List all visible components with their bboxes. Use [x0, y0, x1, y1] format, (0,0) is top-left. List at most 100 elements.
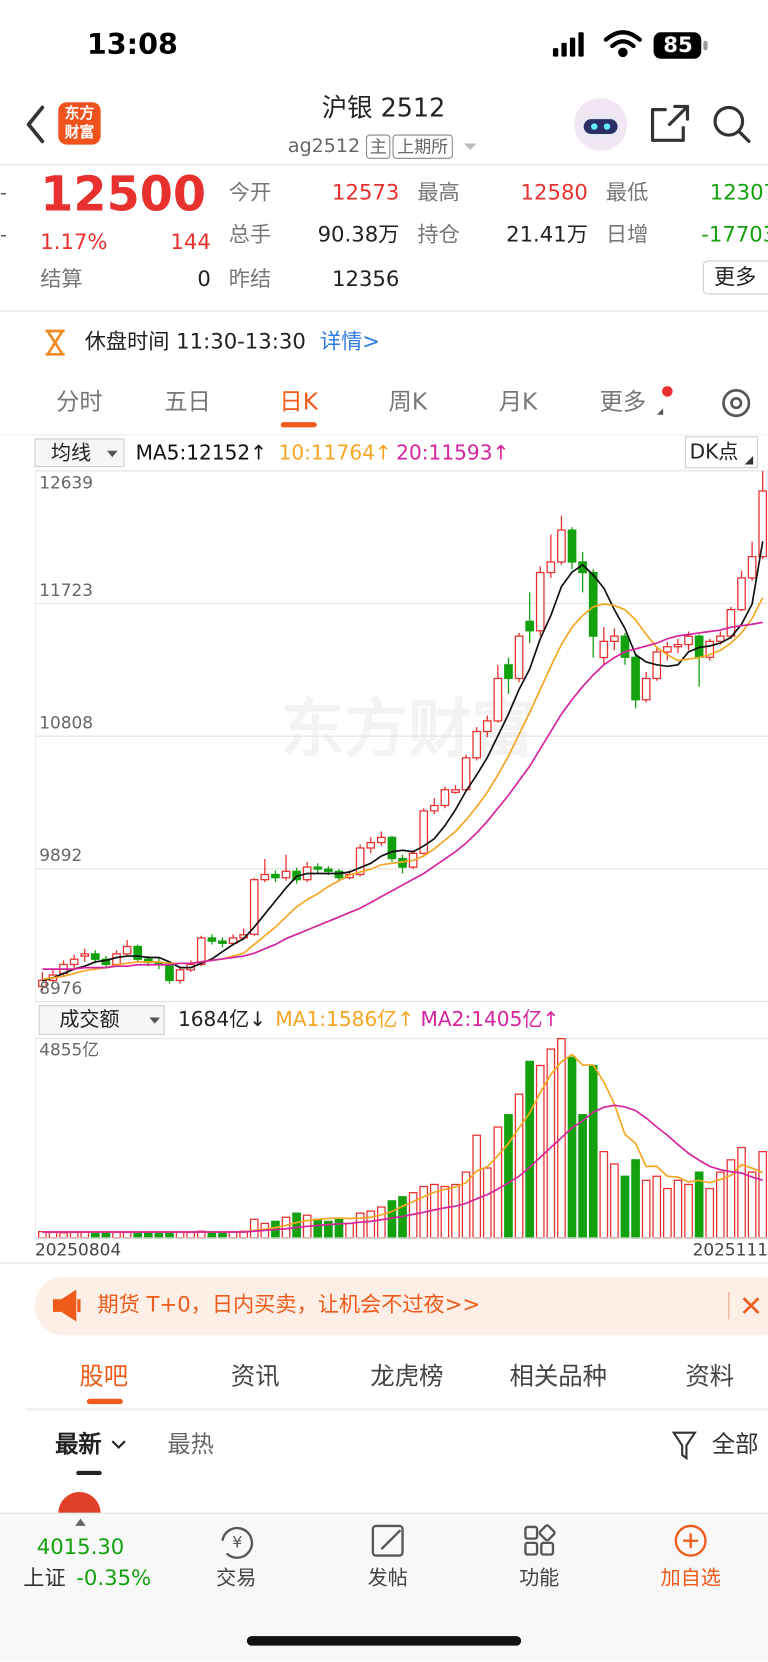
change-pct: 1.17% — [40, 229, 107, 254]
exchange: 上期所 — [397, 137, 448, 157]
content-tab[interactable]: 资讯 — [231, 1362, 280, 1391]
candle-body — [218, 940, 227, 944]
volume-bar — [588, 1064, 598, 1239]
candle-body — [567, 529, 577, 563]
select-caret — [149, 1017, 160, 1024]
field-label: 今开 — [229, 179, 271, 204]
divider — [0, 309, 768, 312]
promo-text: 期货 T+0，日内买卖，让机会不过夜>> — [97, 1292, 480, 1317]
nav-item[interactable]: 功能 — [519, 1565, 559, 1589]
battery — [653, 32, 702, 59]
dk-button[interactable] — [684, 436, 758, 469]
content-tab[interactable]: 相关品种 — [510, 1362, 607, 1391]
candle-body — [482, 720, 492, 733]
legend-entry: 20:11593↑ — [396, 440, 509, 464]
share-button[interactable] — [650, 104, 690, 142]
promo-banner[interactable] — [34, 1276, 768, 1336]
nav-item[interactable]: 加自选 — [660, 1565, 720, 1589]
ma-line — [42, 621, 763, 970]
index-change[interactable]: -0.35% — [76, 1565, 151, 1590]
volume-select[interactable] — [38, 1005, 165, 1035]
field-label: 持仓 — [417, 222, 459, 247]
period-tab[interactable]: 月K — [499, 389, 538, 416]
last-price: 12500 — [40, 168, 206, 223]
ma-line — [42, 1104, 763, 1233]
y-tick-label: 11723 — [39, 580, 93, 600]
period-tab[interactable]: 更多 — [600, 389, 647, 416]
settings-button[interactable] — [722, 389, 751, 418]
x-tick-label: 20250804 — [35, 1239, 121, 1259]
more-button[interactable] — [702, 260, 768, 295]
candle-body — [377, 836, 386, 844]
assistant-avatar[interactable] — [574, 97, 628, 151]
volume-bar — [101, 1231, 111, 1239]
back-button[interactable] — [26, 105, 45, 144]
candle-body — [313, 866, 323, 870]
volume-bar — [610, 1163, 619, 1239]
content-tab[interactable]: 龙虎榜 — [370, 1362, 443, 1391]
index-value[interactable]: 4015.30 — [37, 1534, 125, 1559]
watermark: 东方财富 — [281, 692, 535, 766]
settle-label: 结算 — [40, 266, 82, 291]
y-tick-label: 8976 — [39, 978, 82, 998]
nav-item[interactable]: 交易 — [216, 1565, 256, 1589]
field-value: -17703 — [701, 222, 768, 247]
sort-tab[interactable]: 最热 — [167, 1431, 214, 1458]
field-label: 最低 — [606, 179, 648, 204]
candle-body — [514, 635, 524, 680]
field-label: 最高 — [417, 179, 459, 204]
close-banner[interactable] — [742, 1297, 760, 1314]
period-tab-active[interactable]: 日K — [279, 389, 318, 416]
candle-body — [122, 945, 132, 955]
filter-label[interactable]: 全部 — [712, 1431, 759, 1458]
tab-underline — [86, 1398, 123, 1405]
indicator-label: 均线 — [51, 440, 91, 464]
volume-bar — [48, 1231, 58, 1239]
period-tab[interactable]: 五日 — [164, 389, 211, 416]
volume-bar — [631, 1159, 640, 1239]
filter-icon[interactable] — [671, 1431, 697, 1461]
nav-item[interactable]: 发帖 — [368, 1565, 408, 1589]
candle-body — [355, 847, 365, 876]
content-tab[interactable]: 资料 — [685, 1362, 734, 1391]
volume-bar — [143, 1232, 153, 1239]
volume-bar — [620, 1175, 630, 1239]
sort-tab-active[interactable]: 最新 — [55, 1430, 102, 1458]
content-tab-active[interactable]: 股吧 — [79, 1362, 128, 1391]
change: 144 — [170, 229, 210, 254]
candle-body — [165, 963, 174, 982]
volume-bar — [281, 1216, 291, 1239]
index-name[interactable]: 上证 — [23, 1565, 65, 1590]
volume-bar — [313, 1218, 323, 1239]
status-time: 13:08 — [87, 27, 178, 61]
details-link[interactable]: 详情> — [320, 329, 380, 354]
volume-bar — [567, 1056, 577, 1239]
sort-underline — [76, 1470, 102, 1476]
volume-bar — [472, 1134, 482, 1239]
corner-caret — [656, 408, 664, 415]
volume-bar — [525, 1060, 534, 1239]
volume-bar — [154, 1231, 164, 1239]
app-logo[interactable] — [58, 102, 101, 145]
volume-bar — [366, 1210, 376, 1239]
hourglass-icon — [45, 329, 65, 356]
field-label: 昨结 — [229, 266, 271, 291]
dropdown-caret[interactable] — [463, 143, 477, 150]
candle-body — [726, 608, 736, 637]
sort-caret — [111, 1440, 126, 1450]
volume-bar — [122, 1231, 132, 1239]
price-chart — [34, 470, 768, 1003]
dk-label: DK点 — [690, 439, 739, 463]
y-tick-label: 12639 — [39, 473, 93, 493]
badge-box — [365, 134, 391, 159]
period-tab[interactable]: 周K — [389, 389, 428, 416]
search-button[interactable] — [713, 105, 751, 143]
megaphone-icon — [52, 1289, 81, 1322]
volume-bar — [69, 1231, 79, 1239]
candle-body — [249, 879, 259, 935]
period-tab[interactable]: 分时 — [56, 389, 103, 416]
candle-body — [90, 953, 100, 960]
logo-text: 财富 — [65, 123, 95, 141]
battery-cap — [703, 40, 708, 51]
